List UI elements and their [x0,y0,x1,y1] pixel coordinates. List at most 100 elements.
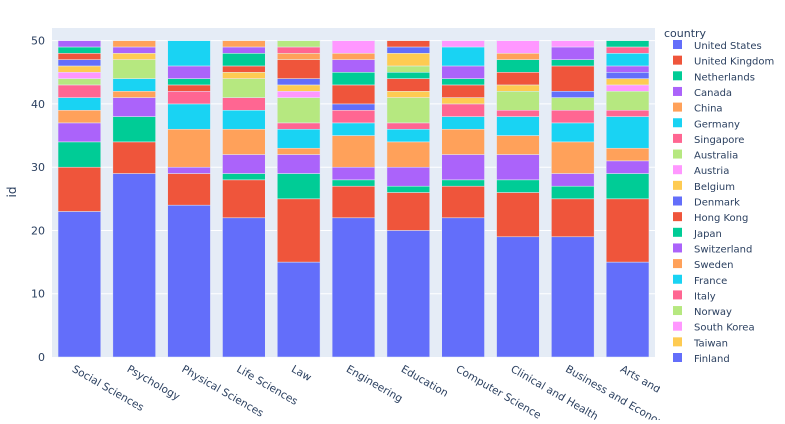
bar-segment [112,53,156,60]
legend-swatch [673,353,682,362]
bar-segment [551,173,595,187]
legend-swatch [673,212,682,222]
legend-swatch [673,196,682,206]
bar-segment [277,53,321,60]
bar-segment [277,91,321,98]
legend-item: Australia [694,151,738,162]
bar-segment [222,217,266,358]
bar-segment [605,40,650,48]
bar-segment [441,179,485,187]
legend-swatch [673,102,682,112]
bar-segment [277,198,321,263]
bar-segment [386,97,430,124]
legend-item: China [694,104,723,115]
bar-segment [222,154,266,174]
legend-item: United States [694,41,762,52]
bar-segment [441,217,485,358]
legend: country United States United Kingdom Nethe… [664,27,774,365]
bar-segment [57,78,102,86]
bar-segment [222,65,266,73]
bar-segment [222,78,266,98]
bar-segment [57,40,102,48]
bar-segment [277,40,321,48]
bar-segment [112,59,156,79]
legend-swatch [673,306,682,316]
bar-segment [441,40,485,48]
bar-segment [441,154,485,181]
bar-segment [222,72,266,79]
bar-segment [551,91,595,98]
legend-item: Italy [694,291,716,302]
bar-segment [57,72,102,79]
bar-segment [167,128,211,168]
x-tick-label: Engineering [344,363,405,405]
legend-swatch [673,259,682,269]
bar-segment [386,128,430,143]
bar-segment [112,173,156,358]
legend-swatch [673,55,682,65]
bar-segment [331,179,376,187]
legend-swatch [673,227,682,237]
legend-item: Finland [694,354,730,365]
bar-segment [222,40,266,48]
bar-segment [167,40,211,67]
legend-item: Switzerland [694,244,752,255]
bar-segment [331,185,376,219]
bar-segment [222,53,266,67]
legend-item: Singapore [694,135,744,146]
bar-segment [441,78,485,86]
legend-item: Hong Kong [694,213,748,224]
bar-segment [441,128,485,155]
legend-item: Netherlands [694,72,755,83]
bar-segment [605,147,650,162]
legend-item: South Korea [694,323,755,334]
bar-segment [57,122,102,143]
bar-segment [277,84,321,92]
bar-segment [496,179,540,193]
bar-segment [551,141,595,174]
bar-segment [386,122,430,130]
bars [57,40,650,358]
bar-segment [222,128,266,155]
bar-segment [57,65,102,73]
bar-segment [277,46,321,54]
bar-segment [222,173,266,181]
bar-segment [222,110,266,130]
bar-segment [551,122,595,143]
bar-segment [605,78,650,86]
legend-item: Denmark [694,198,740,209]
bar-segment [167,78,211,86]
bar-segment [386,53,430,67]
bar-segment [441,65,485,79]
y-tick-label: 40 [31,98,45,111]
bar-segment [496,135,540,155]
bar-segment [112,40,156,48]
bar-segment [441,185,485,219]
y-axis-label: id [5,187,19,198]
bar-segment [57,141,102,168]
bar-segment [167,103,211,130]
bar-segment [331,103,376,111]
bar-segment [222,97,266,111]
legend-swatch [673,86,682,96]
bar-segment [551,46,595,60]
bar-segment [331,53,376,60]
bar-segment [167,173,211,206]
y-tick-labels: 0 10 20 30 40 50 [31,35,45,364]
bar-segment [112,46,156,54]
bar-segment [551,185,595,200]
legend-item: France [694,276,727,287]
bar-segment [605,84,650,92]
bar-segment [57,110,102,124]
bar-segment [167,166,211,174]
legend-title: country [664,27,707,40]
bar-segment [386,192,430,231]
legend-swatch [673,133,682,143]
bar-segment [441,103,485,117]
bar-segment [551,97,595,111]
bar-segment [331,166,376,181]
bar-segment [605,91,650,111]
bar-segment [112,91,156,98]
